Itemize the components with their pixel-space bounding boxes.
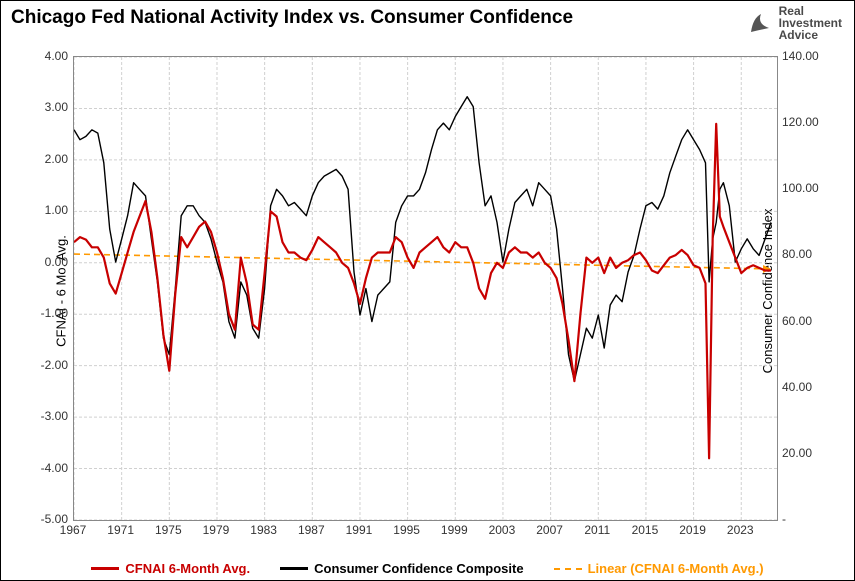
y-right-tick: - (782, 512, 837, 526)
x-tick: 2015 (625, 523, 665, 537)
chart-container: Chicago Fed National Activity Index vs. … (0, 0, 855, 581)
logo-text: Real Investment Advice (779, 5, 842, 41)
y-left-axis-title: CFNAI - 6 Mo. Avg. (53, 235, 68, 347)
chart-title: Chicago Fed National Activity Index vs. … (11, 7, 573, 29)
x-tick: 1987 (291, 523, 331, 537)
x-tick: 1979 (196, 523, 236, 537)
legend-swatch-cfnai (91, 567, 119, 570)
plot-area (73, 56, 778, 521)
legend-swatch-trend (554, 568, 582, 570)
legend-label-cfnai: CFNAI 6-Month Avg. (125, 561, 250, 576)
y-right-tick: 60.00 (782, 314, 837, 328)
legend-swatch-confidence (280, 567, 308, 570)
x-tick: 1999 (434, 523, 474, 537)
legend-item-cfnai: CFNAI 6-Month Avg. (91, 561, 250, 576)
x-tick: 2019 (673, 523, 713, 537)
y-right-tick: 140.00 (782, 49, 837, 63)
y-right-tick: 120.00 (782, 115, 837, 129)
x-tick: 2023 (720, 523, 760, 537)
y-left-tick: -4.00 (13, 461, 68, 475)
legend: CFNAI 6-Month Avg. Consumer Confidence C… (1, 561, 854, 576)
x-tick: 2007 (530, 523, 570, 537)
logo-line3: Advice (779, 29, 842, 41)
y-left-tick: -2.00 (13, 358, 68, 372)
legend-label-confidence: Consumer Confidence Composite (314, 561, 523, 576)
x-tick: 2011 (577, 523, 617, 537)
x-tick: 2003 (482, 523, 522, 537)
x-tick: 1971 (101, 523, 141, 537)
y-right-tick: 100.00 (782, 181, 837, 195)
legend-item-confidence: Consumer Confidence Composite (280, 561, 523, 576)
x-tick: 1991 (339, 523, 379, 537)
x-tick: 1975 (148, 523, 188, 537)
brand-logo: Real Investment Advice (747, 5, 842, 41)
y-left-tick: -1.00 (13, 306, 68, 320)
y-left-tick: 1.00 (13, 203, 68, 217)
y-left-tick: -3.00 (13, 409, 68, 423)
y-left-tick: 2.00 (13, 152, 68, 166)
plot-svg (74, 57, 777, 520)
y-right-tick: 40.00 (782, 380, 837, 394)
legend-item-trend: Linear (CFNAI 6-Month Avg.) (554, 561, 764, 576)
logo-icon (747, 10, 773, 36)
y-right-tick: 80.00 (782, 247, 837, 261)
y-left-tick: 4.00 (13, 49, 68, 63)
y-left-tick: 0.00 (13, 255, 68, 269)
y-left-tick: 3.00 (13, 100, 68, 114)
x-tick: 1995 (387, 523, 427, 537)
legend-label-trend: Linear (CFNAI 6-Month Avg.) (588, 561, 764, 576)
x-tick: 1967 (53, 523, 93, 537)
y-right-tick: 20.00 (782, 446, 837, 460)
x-tick: 1983 (244, 523, 284, 537)
